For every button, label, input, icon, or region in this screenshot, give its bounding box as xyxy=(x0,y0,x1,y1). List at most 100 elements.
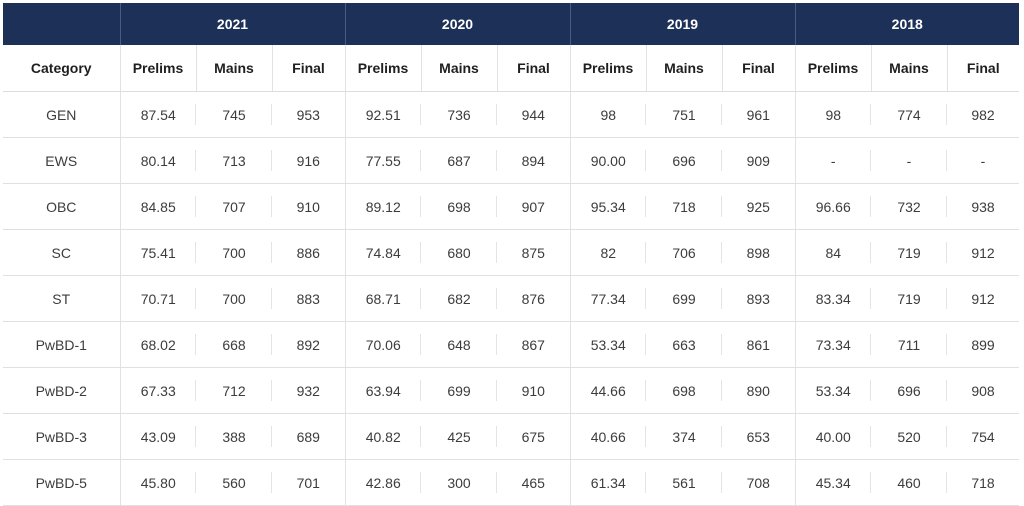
year-header-row: 2021 2020 2019 2018 xyxy=(3,3,1020,45)
prelims-cell-2018: 96.66 xyxy=(795,183,871,230)
prelims-cell-2021: 67.33 xyxy=(120,367,196,414)
mains-column-header: Mains xyxy=(196,45,273,92)
table-row: SC 75.41 700 886 74.84 680 875 82 706 898 84 719 912 xyxy=(3,229,1020,276)
final-cell-2020: 907 xyxy=(497,183,571,230)
mains-cell-2018: - xyxy=(871,137,947,184)
table-row: PwBD-3 43.09 388 689 40.82 425 675 40.66 374 653 4… xyxy=(3,413,1020,460)
year-header-blank xyxy=(3,3,121,45)
prelims-cell-2018: - xyxy=(795,137,871,184)
prelims-cell-2020: 68.71 xyxy=(345,275,421,322)
table-row: GEN 87.54 745 953 92.51 736 944 98 751 961 98 774 98… xyxy=(3,91,1020,138)
final-cell-2019: 961 xyxy=(722,91,796,138)
year-header-2019: 2019 xyxy=(570,3,796,45)
table-row: EWS 80.14 713 916 77.55 687 894 90.00 696 909- - - xyxy=(3,137,1020,184)
prelims-column-header: Prelims xyxy=(795,45,872,92)
final-cell-2018: 938 xyxy=(947,183,1020,230)
prelims-cell-2018: 84 xyxy=(795,229,871,276)
prelims-cell-2021: 70.71 xyxy=(120,275,196,322)
mains-cell-2018: 520 xyxy=(871,413,947,460)
mains-cell-2021: 388 xyxy=(196,413,272,460)
mains-cell-2019: 751 xyxy=(646,91,722,138)
mains-cell-2019: 663 xyxy=(646,321,722,368)
year-header-2020: 2020 xyxy=(345,3,571,45)
category-cell: GEN xyxy=(3,91,121,138)
prelims-cell-2019: 44.66 xyxy=(570,367,646,414)
mains-cell-2021: 712 xyxy=(196,367,272,414)
prelims-cell-2020: 40.82 xyxy=(345,413,421,460)
final-cell-2018: 908 xyxy=(947,367,1020,414)
mains-cell-2020: 687 xyxy=(421,137,497,184)
mains-cell-2021: 745 xyxy=(196,91,272,138)
prelims-column-header: Prelims xyxy=(120,45,197,92)
mains-cell-2018: 696 xyxy=(871,367,947,414)
category-cell: EWS xyxy=(3,137,121,184)
mains-cell-2020: 680 xyxy=(421,229,497,276)
final-cell-2021: 886 xyxy=(272,229,346,276)
final-cell-2019: 898 xyxy=(722,229,796,276)
prelims-cell-2021: 87.54 xyxy=(120,91,196,138)
final-cell-2020: 876 xyxy=(497,275,571,322)
mains-cell-2019: 561 xyxy=(646,459,722,506)
table-row: PwBD-1 68.02 668 892 70.06 648 867 53.34 663 861 7… xyxy=(3,321,1020,368)
category-cell: PwBD-5 xyxy=(3,459,121,506)
category-column-header: Category xyxy=(3,45,121,92)
prelims-cell-2019: 53.34 xyxy=(570,321,646,368)
final-cell-2021: 883 xyxy=(272,275,346,322)
final-cell-2018: - xyxy=(947,137,1020,184)
mains-cell-2019: 374 xyxy=(646,413,722,460)
final-cell-2020: 465 xyxy=(497,459,571,506)
prelims-cell-2021: 75.41 xyxy=(120,229,196,276)
mains-column-header: Mains xyxy=(646,45,723,92)
prelims-cell-2019: 82 xyxy=(570,229,646,276)
prelims-cell-2021: 84.85 xyxy=(120,183,196,230)
final-cell-2018: 718 xyxy=(947,459,1020,506)
mains-cell-2018: 719 xyxy=(871,229,947,276)
final-cell-2019: 893 xyxy=(722,275,796,322)
category-cell: SC xyxy=(3,229,121,276)
prelims-cell-2019: 77.34 xyxy=(570,275,646,322)
mains-cell-2021: 668 xyxy=(196,321,272,368)
mains-cell-2020: 425 xyxy=(421,413,497,460)
final-cell-2021: 701 xyxy=(272,459,346,506)
final-cell-2019: 909 xyxy=(722,137,796,184)
category-cell: PwBD-2 xyxy=(3,367,121,414)
category-cell: OBC xyxy=(3,183,121,230)
prelims-cell-2018: 53.34 xyxy=(795,367,871,414)
prelims-cell-2021: 80.14 xyxy=(120,137,196,184)
column-header-row: Category Prelims Mains Final Prelims Mai… xyxy=(3,45,1020,92)
final-cell-2021: 892 xyxy=(272,321,346,368)
prelims-column-header: Prelims xyxy=(345,45,422,92)
year-header-2018: 2018 xyxy=(795,3,1020,45)
mains-cell-2019: 699 xyxy=(646,275,722,322)
prelims-cell-2020: 89.12 xyxy=(345,183,421,230)
mains-cell-2020: 698 xyxy=(421,183,497,230)
prelims-cell-2021: 43.09 xyxy=(120,413,196,460)
prelims-cell-2019: 61.34 xyxy=(570,459,646,506)
mains-cell-2019: 696 xyxy=(646,137,722,184)
mains-cell-2021: 560 xyxy=(196,459,272,506)
final-cell-2021: 689 xyxy=(272,413,346,460)
final-column-header: Final xyxy=(947,45,1020,92)
prelims-cell-2020: 70.06 xyxy=(345,321,421,368)
table-row: OBC 84.85 707 910 89.12 698 907 95.34 718 925 96.6… xyxy=(3,183,1020,230)
prelims-cell-2019: 95.34 xyxy=(570,183,646,230)
prelims-cell-2018: 45.34 xyxy=(795,459,871,506)
mains-cell-2021: 713 xyxy=(196,137,272,184)
final-column-header: Final xyxy=(272,45,346,92)
mains-cell-2020: 682 xyxy=(421,275,497,322)
category-cell: ST xyxy=(3,275,121,322)
final-cell-2018: 912 xyxy=(947,229,1020,276)
final-cell-2018: 912 xyxy=(947,275,1020,322)
mains-column-header: Mains xyxy=(871,45,948,92)
prelims-cell-2019: 40.66 xyxy=(570,413,646,460)
year-header-2021: 2021 xyxy=(120,3,346,45)
prelims-cell-2019: 90.00 xyxy=(570,137,646,184)
mains-cell-2018: 719 xyxy=(871,275,947,322)
prelims-cell-2020: 63.94 xyxy=(345,367,421,414)
table-row: ST 70.71 700 883 68.71 682 876 77.34 699 893 83.34… xyxy=(3,275,1020,322)
mains-cell-2020: 699 xyxy=(421,367,497,414)
cutoff-marks-table: 2021 2020 2019 2018 Category Prelims Mai… xyxy=(3,3,1020,506)
mains-cell-2021: 700 xyxy=(196,229,272,276)
prelims-cell-2021: 68.02 xyxy=(120,321,196,368)
